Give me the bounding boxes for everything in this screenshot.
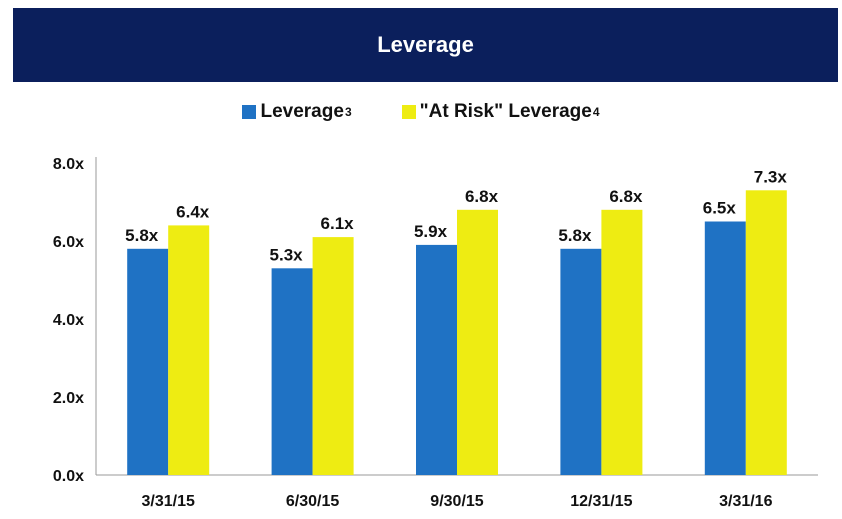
data-label: 5.9x — [414, 222, 448, 241]
legend-label-at-risk-leverage: "At Risk" Leverage — [419, 101, 592, 122]
data-label: 5.3x — [270, 245, 304, 264]
bar-at-risk-leverage — [457, 209, 498, 476]
data-label: 5.8x — [558, 226, 592, 245]
legend: Leverage 3 "At Risk" Leverage 4 — [0, 101, 842, 123]
chart-title: Leverage — [377, 32, 474, 57]
bar-leverage — [271, 268, 313, 475]
x-tick-label: 3/31/15 — [142, 493, 195, 510]
data-label: 6.8x — [609, 187, 643, 206]
x-tick-label: 12/31/15 — [570, 493, 632, 510]
bar-at-risk-leverage — [601, 209, 643, 476]
bar-leverage — [416, 244, 457, 475]
x-tick-label: 6/30/15 — [286, 493, 339, 510]
y-tick-label: 0.0x — [53, 468, 84, 485]
data-label: 6.4x — [176, 202, 210, 221]
bar-at-risk-leverage — [745, 190, 787, 476]
data-label: 5.8x — [125, 226, 159, 245]
legend-item-leverage: Leverage 3 — [242, 101, 352, 123]
legend-swatch-leverage — [242, 105, 257, 119]
data-label: 6.1x — [321, 214, 355, 233]
y-tick-label: 6.0x — [53, 234, 84, 251]
y-tick-label: 8.0x — [53, 156, 84, 173]
legend-footnote-at-risk-leverage: 4 — [592, 105, 600, 119]
y-tick-label: 2.0x — [53, 390, 84, 407]
legend-footnote-leverage: 3 — [344, 105, 352, 119]
bar-at-risk-leverage — [312, 237, 354, 475]
bar-leverage — [704, 221, 746, 475]
legend-swatch-at-risk-leverage — [401, 105, 416, 119]
title-banner: Leverage — [13, 8, 838, 82]
y-tick-label: 4.0x — [53, 312, 84, 329]
x-tick-label: 9/30/15 — [430, 493, 483, 510]
legend-item-at-risk-leverage: "At Risk" Leverage 4 — [401, 101, 600, 123]
data-label: 6.8x — [465, 187, 499, 206]
bar-at-risk-leverage — [168, 225, 210, 475]
legend-label-leverage: Leverage — [260, 101, 344, 122]
data-label: 7.3x — [754, 167, 788, 186]
bar-leverage — [127, 248, 169, 475]
x-tick-label: 3/31/16 — [719, 493, 772, 510]
data-label: 6.5x — [703, 199, 737, 218]
bar-leverage — [560, 248, 602, 475]
